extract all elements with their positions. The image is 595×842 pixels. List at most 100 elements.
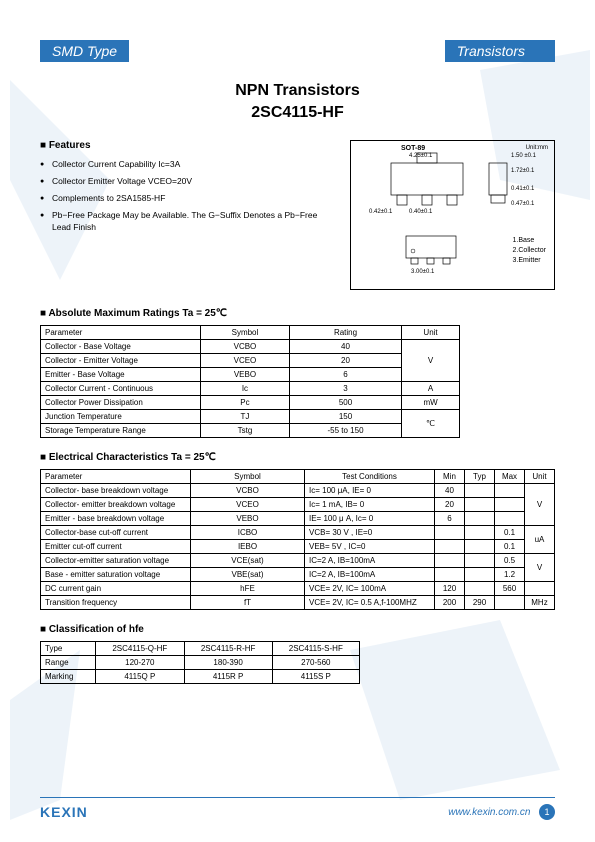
- table-row: Collector-emitter saturation voltageVCE(…: [41, 554, 555, 568]
- dim: 1.72±0.1: [511, 168, 534, 174]
- cell: uA: [525, 526, 555, 554]
- cell: [435, 540, 465, 554]
- cell: 560: [495, 582, 525, 596]
- table-row: Collector Power DissipationPc500mW: [41, 396, 460, 410]
- cell: 6: [435, 512, 465, 526]
- cell: [495, 512, 525, 526]
- cell: [465, 526, 495, 540]
- cell: Collector Power Dissipation: [41, 396, 201, 410]
- th: Max: [495, 470, 525, 484]
- cell: [495, 484, 525, 498]
- cell: VCE(sat): [191, 554, 305, 568]
- footer: KEXIN www.kexin.com.cn 1: [40, 797, 555, 820]
- title-line1: NPN Transistors: [40, 82, 555, 100]
- features-list: Collector Current Capability Ic=3A Colle…: [40, 159, 330, 233]
- cell: TJ: [201, 410, 290, 424]
- cell: Pc: [201, 396, 290, 410]
- cell: -55 to 150: [289, 424, 401, 438]
- th: Min: [435, 470, 465, 484]
- cell: 0.1: [495, 540, 525, 554]
- cell: [495, 596, 525, 610]
- cell: MHz: [525, 596, 555, 610]
- cell: 500: [289, 396, 401, 410]
- th: Symbol: [201, 326, 290, 340]
- cell: 180-390: [184, 656, 272, 670]
- cell: ICBO: [191, 526, 305, 540]
- cell: [435, 554, 465, 568]
- cell: IC=2 A, IB=100mA: [305, 554, 435, 568]
- cell: VEB= 5V , IC=0: [305, 540, 435, 554]
- cell: [525, 582, 555, 596]
- dim: 0.42±0.1: [369, 209, 392, 215]
- page-number: 1: [539, 804, 555, 820]
- table-row: Collector-base cut-off currentICBOVCB= 3…: [41, 526, 555, 540]
- feature-item: Collector Emitter Voltage VCEO=20V: [40, 176, 330, 188]
- cell: [465, 582, 495, 596]
- table-row: Range120-270180-390270-560: [41, 656, 360, 670]
- cell: 0.1: [495, 526, 525, 540]
- cell: hFE: [191, 582, 305, 596]
- abs-max-table: Parameter Symbol Rating Unit Collector -…: [40, 325, 460, 438]
- table-row: Storage Temperature RangeTstg-55 to 150: [41, 424, 460, 438]
- cell: 150: [289, 410, 401, 424]
- cell: 3: [289, 382, 401, 396]
- features-section: Features Collector Current Capability Ic…: [40, 140, 330, 290]
- dim: 0.47±0.1: [511, 201, 534, 207]
- cell: IC=2 A, IB=100mA: [305, 568, 435, 582]
- dim: 0.41±0.1: [511, 186, 534, 192]
- table-row: Base - emitter saturation voltageVBE(sat…: [41, 568, 555, 582]
- cell: Junction Temperature: [41, 410, 201, 424]
- cell: Base - emitter saturation voltage: [41, 568, 191, 582]
- dim: 1.50 ±0.1: [511, 153, 536, 159]
- cell: [465, 498, 495, 512]
- table-row: Emitter - Base VoltageVEBO6: [41, 368, 460, 382]
- cell: [465, 484, 495, 498]
- title-block: NPN Transistors 2SC4115-HF: [40, 82, 555, 122]
- cell: 2SC4115-R-HF: [184, 642, 272, 656]
- cell: VCB= 30 V , IE=0: [305, 526, 435, 540]
- title-line2: 2SC4115-HF: [40, 104, 555, 122]
- cell: V: [525, 554, 555, 582]
- cell: Emitter - base breakdown voltage: [41, 512, 191, 526]
- cell: VCBO: [191, 484, 305, 498]
- footer-logo: KEXIN: [40, 804, 88, 820]
- feature-item: Complements to 2SA1585-HF: [40, 193, 330, 205]
- th: Typ: [465, 470, 495, 484]
- dim: 3.00±0.1: [411, 269, 434, 275]
- cell: VCBO: [201, 340, 290, 354]
- features-heading: Features: [40, 140, 330, 151]
- cell: VEBO: [201, 368, 290, 382]
- cell: VBE(sat): [191, 568, 305, 582]
- cell: Type: [41, 642, 96, 656]
- th: Parameter: [41, 470, 191, 484]
- elec-title: Electrical Characteristics Ta = 25℃: [40, 452, 555, 463]
- cell: Transition frequency: [41, 596, 191, 610]
- cell: [435, 568, 465, 582]
- cell: VCEO: [201, 354, 290, 368]
- cell: Collector - Emitter Voltage: [41, 354, 201, 368]
- table-row: Collector - Base VoltageVCBO40V: [41, 340, 460, 354]
- table-row: Marking4115Q P4115R P4115S P: [41, 670, 360, 684]
- cell: [465, 512, 495, 526]
- cell: Ic= 1 mA, IB= 0: [305, 498, 435, 512]
- cell: Emitter cut-off current: [41, 540, 191, 554]
- table-row: Transition frequencyfTVCE= 2V, IC= 0.5 A…: [41, 596, 555, 610]
- cell: Collector- base breakdown voltage: [41, 484, 191, 498]
- hfe-title: Classification of hfe: [40, 624, 555, 635]
- cell: 4115R P: [184, 670, 272, 684]
- table-row: DC current gainhFEVCE= 2V, IC= 100mA1205…: [41, 582, 555, 596]
- cell: Ic: [201, 382, 290, 396]
- elec-table: Parameter Symbol Test Conditions Min Typ…: [40, 469, 555, 610]
- cell: 2SC4115-S-HF: [272, 642, 359, 656]
- cell: 270-560: [272, 656, 359, 670]
- cell: [435, 526, 465, 540]
- dim: 0.40±0.1: [409, 209, 432, 215]
- cell: A: [402, 382, 460, 396]
- cell: 1.2: [495, 568, 525, 582]
- package-diagram: SOT-89 Unit:mm 4.25±0.1 1.50 ±0.1 1.72±0…: [350, 140, 555, 290]
- feature-item: Collector Current Capability Ic=3A: [40, 159, 330, 171]
- abs-max-title: Absolute Maximum Ratings Ta = 25℃: [40, 308, 555, 319]
- table-row: Collector - Emitter VoltageVCEO20: [41, 354, 460, 368]
- pin-label: 1.Base: [513, 236, 546, 246]
- cell: 0.5: [495, 554, 525, 568]
